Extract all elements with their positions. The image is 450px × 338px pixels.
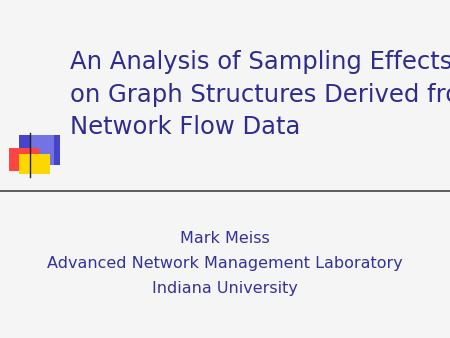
Bar (9, 148, 40, 171)
Bar (19, 135, 59, 165)
Bar (32, 135, 54, 165)
Text: Mark Meiss
Advanced Network Management Laboratory
Indiana University: Mark Meiss Advanced Network Management L… (47, 231, 403, 296)
Text: An Analysis of Sampling Effects
on Graph Structures Derived from
Network Flow Da: An Analysis of Sampling Effects on Graph… (70, 50, 450, 139)
Bar (19, 154, 50, 174)
